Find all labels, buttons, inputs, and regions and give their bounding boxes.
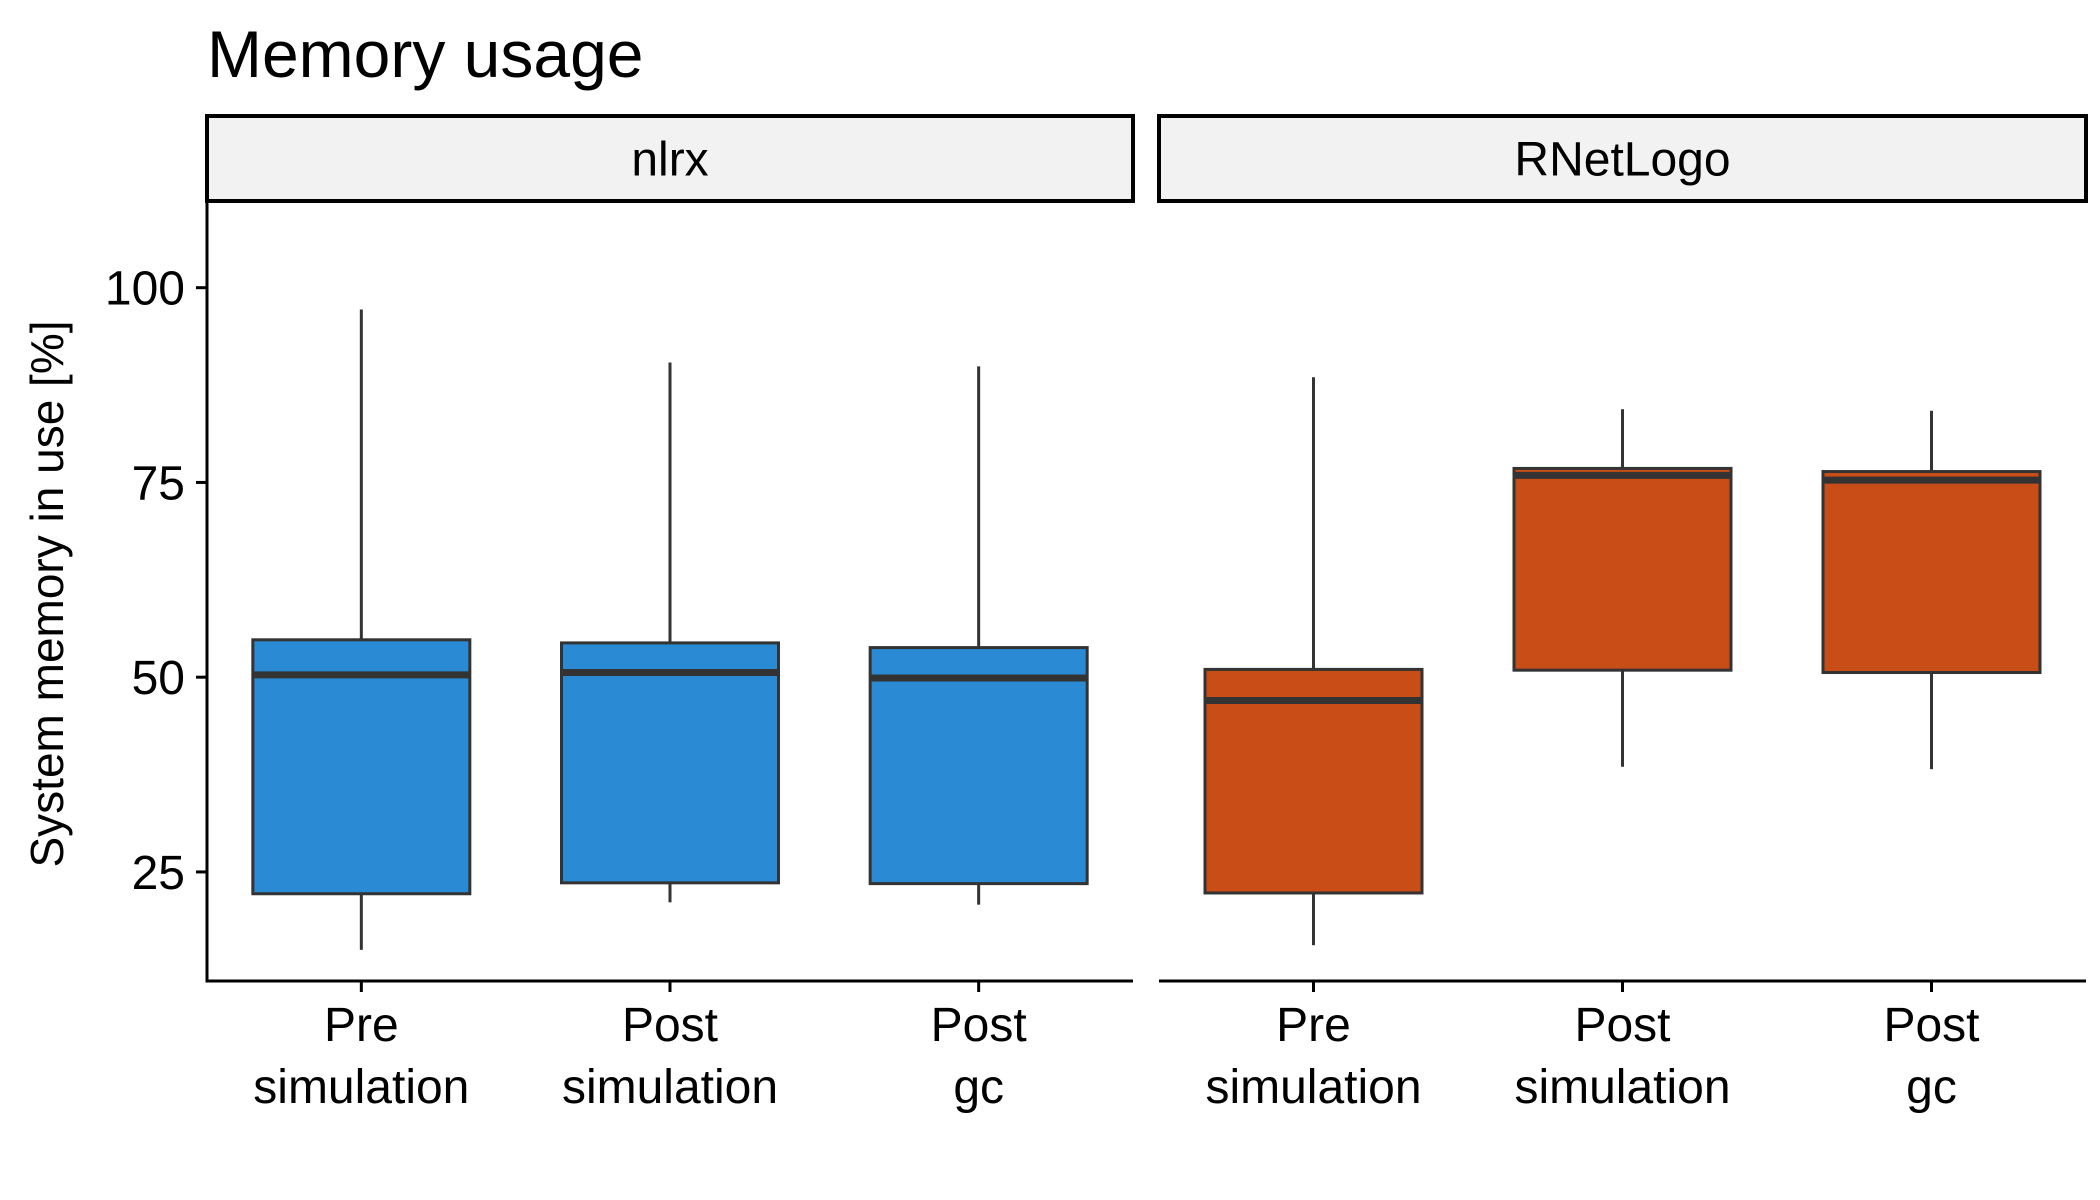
box-nlrx-2 — [560, 362, 780, 903]
y-tick-label: 50 — [132, 652, 185, 705]
y-tick-label: 100 — [105, 263, 185, 316]
chart-title: Memory usage — [207, 17, 644, 91]
facet-strip — [205, 114, 1135, 203]
box-rnetlogo-3 — [1821, 410, 2042, 770]
y-tick-label: 25 — [132, 847, 185, 900]
x-tick-label: Pre simulation — [1205, 999, 1421, 1114]
x-tick-label: Post simulation — [562, 999, 778, 1114]
box-iqr — [1821, 470, 2042, 675]
facet-strip-label: nlrx — [631, 134, 708, 187]
y-axis-label: System memory in use [%] — [21, 320, 73, 867]
box-nlrx-3 — [868, 366, 1089, 905]
facet-panel-nlrx: nlrx Pre simulation Post simulation Post gc — [205, 114, 1135, 1114]
box-iqr — [1203, 667, 1424, 895]
facet-strip — [1157, 114, 2088, 203]
x-tick-label: Pre simulation — [253, 999, 469, 1114]
box-nlrx-1 — [251, 309, 472, 950]
box-iqr — [868, 646, 1089, 886]
y-axis: 25 50 75 100 — [105, 202, 209, 983]
x-tick-label: Post gc — [1883, 999, 1979, 1114]
box-iqr — [560, 641, 780, 885]
facet-strip-label: RNetLogo — [1514, 134, 1730, 187]
x-tick-label: Post simulation — [1514, 999, 1730, 1114]
box-rnetlogo-1 — [1203, 377, 1424, 946]
facet-panels: 25 50 75 100 nlrx Pre simulation Post simulation… — [105, 114, 2088, 1114]
box-iqr — [251, 638, 472, 896]
box-iqr — [1512, 466, 1733, 672]
x-tick-label: Post gc — [931, 999, 1027, 1114]
box-rnetlogo-2 — [1512, 409, 1733, 767]
y-tick-label: 75 — [132, 457, 185, 510]
facet-panel-rnetlogo: RNetLogo Pre simulation Post simulation Post g… — [1157, 114, 2088, 1114]
